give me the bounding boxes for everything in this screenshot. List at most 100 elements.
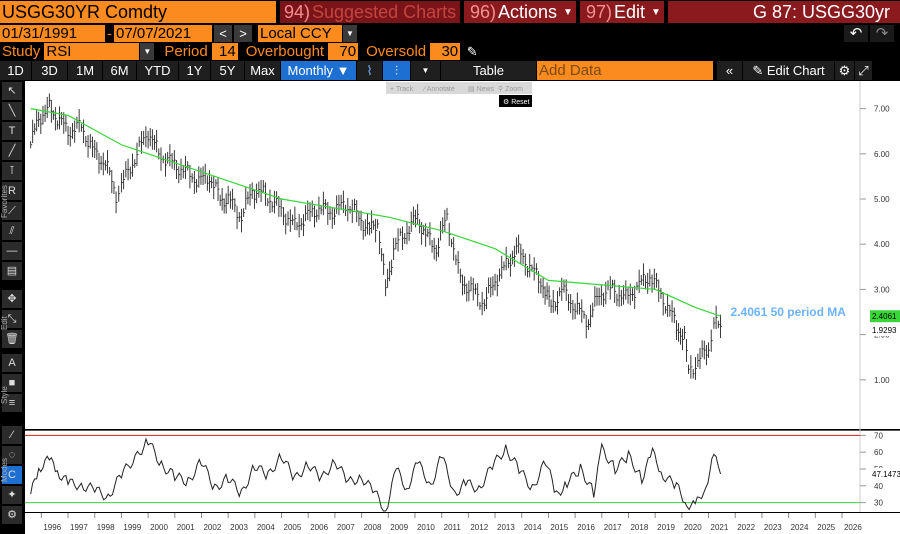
chart-area[interactable]: + Track ⁄ Annotate ▤ News ⚲ Zoom ⚙ Reset… (24, 80, 900, 534)
rsi-axis-label: 40 (874, 482, 883, 491)
color-mode-icon[interactable]: ✦ (2, 486, 22, 504)
edit-chart-button[interactable]: ✎ Edit Chart (743, 61, 835, 80)
range-1y-button[interactable]: 1Y (179, 61, 211, 80)
redo-button[interactable]: ↷ (870, 25, 894, 42)
tag-tool-icon[interactable]: ⊺ (2, 162, 22, 180)
suggested-charts-label: Suggested Charts (312, 2, 457, 22)
news-button[interactable]: ▤ News (468, 86, 495, 93)
prev-period-button[interactable]: < (214, 25, 232, 42)
x-axis-label: 2023 (764, 523, 782, 532)
line-tool-icon[interactable]: ╲ (2, 102, 22, 120)
edit-menu[interactable]: 97) Edit ▼ (580, 1, 664, 23)
price-axis-label: 7.00 (874, 105, 890, 114)
font-style-icon[interactable]: A (2, 354, 22, 372)
x-axis-label: 2021 (711, 523, 729, 532)
edit-number: 97) (586, 2, 613, 22)
overbought-label: Overbought (245, 43, 325, 60)
x-axis-label: 2016 (577, 523, 595, 532)
x-axis-label: 2018 (630, 523, 648, 532)
pencil-icon[interactable]: ✎ (466, 44, 478, 59)
range-ytd-button[interactable]: YTD (137, 61, 179, 80)
expand-icon[interactable]: ⤢ (855, 61, 873, 80)
price-panel[interactable] (25, 81, 900, 429)
x-axis-label: 2010 (417, 523, 435, 532)
start-date-input[interactable]: 01/31/1991 (0, 25, 105, 42)
reset-button[interactable]: ⚙ Reset (503, 98, 530, 106)
line-style-icon[interactable]: ≡ (2, 394, 22, 412)
edit-label: Edit (614, 2, 646, 22)
suggested-charts-menu[interactable]: 94) Suggested Charts (280, 1, 460, 23)
horizontal-line-icon[interactable]: — (2, 242, 22, 260)
frequency-select[interactable]: Monthly ▼ (281, 61, 357, 80)
range-5y-button[interactable]: 5Y (211, 61, 245, 80)
range-1m-button[interactable]: 1M (68, 61, 103, 80)
cycle-mode-icon[interactable]: C (2, 466, 22, 484)
currency-select[interactable]: Local CCY (258, 25, 342, 42)
end-date-input[interactable]: 07/07/2021 (114, 25, 212, 42)
rsi-last-value-tag-bg (870, 468, 900, 481)
x-axis-label: 2017 (604, 523, 622, 532)
gear-icon[interactable]: ⚙ (835, 61, 855, 80)
channel-tool-icon[interactable]: ▤ (2, 262, 22, 280)
line-chart-icon[interactable]: ⌇ (357, 61, 383, 80)
header-bar: USGG30YR Comdty 94) Suggested Charts 96) A… (0, 0, 900, 24)
price-axis-label: 6.00 (874, 150, 890, 159)
bar-chart-icon[interactable]: ⫶ (383, 61, 411, 80)
rsi-last-value-tag: 47.1473 (872, 470, 900, 479)
compare-mode-icon[interactable]: ◌ (2, 446, 22, 464)
text-tool-icon[interactable]: T (2, 122, 22, 140)
trend-tool-icon[interactable]: ╱ (2, 142, 22, 160)
fan-tool-icon[interactable]: ⫽ (2, 222, 22, 240)
fill-color-icon[interactable]: ■ (2, 374, 22, 392)
retrace-tool-icon[interactable]: R (2, 182, 22, 200)
chevron-down-icon: ▼ (336, 63, 350, 78)
x-axis-label: 2013 (497, 523, 515, 532)
ticker-field[interactable]: USGG30YR Comdty (0, 1, 276, 23)
edit-section-label: Edit (0, 316, 9, 330)
cursor-icon[interactable]: ↖ (2, 82, 22, 100)
actions-menu[interactable]: 96) Actions ▼ (464, 1, 576, 23)
x-axis-label: 2007 (337, 523, 355, 532)
range-1d-button[interactable]: 1D (0, 61, 32, 80)
trash-icon[interactable]: 🗑 (2, 330, 22, 348)
study-select[interactable]: RSI (44, 43, 140, 60)
range-6m-button[interactable]: 6M (103, 61, 137, 80)
ray-tool-icon[interactable]: ⟋ (2, 202, 22, 220)
range-3d-button[interactable]: 3D (32, 61, 68, 80)
oversold-label: Oversold (366, 43, 427, 60)
panel-divider[interactable] (25, 430, 900, 431)
x-axis-label: 2006 (310, 523, 328, 532)
settings-mode-icon[interactable]: ⚙ (2, 506, 22, 524)
rsi-panel[interactable] (25, 431, 900, 512)
currency-dropdown-icon[interactable]: ▼ (343, 25, 357, 42)
range-max-button[interactable]: Max (245, 61, 281, 80)
price-last-value-tag-bg (870, 324, 900, 337)
period-input[interactable]: 14 (211, 43, 238, 60)
study-dropdown-icon[interactable]: ▼ (140, 43, 155, 60)
ma-last-value-tag-bg (870, 310, 900, 323)
move-icon[interactable]: ✥ (2, 290, 22, 308)
chart-type-dropdown-icon[interactable]: ▼ (411, 61, 441, 80)
add-data-input[interactable]: Add Data (537, 61, 713, 80)
collapse-left-icon[interactable]: « (717, 61, 743, 80)
table-button[interactable]: Table (441, 61, 537, 80)
crosshair-mode-icon[interactable]: ⁄ (2, 426, 22, 444)
x-axis-label: 2012 (470, 523, 488, 532)
overbought-input[interactable]: 70 (328, 43, 359, 60)
chart-toolbar: 1D 3D 1M 6M YTD 1Y 5Y Max Monthly ▼ ⌇ ⫶ … (0, 61, 900, 80)
track-button[interactable]: + Track (390, 86, 414, 93)
frequency-label: Monthly (287, 63, 334, 78)
chart-subtoolbar: + Track ⁄ Annotate ▤ News ⚲ Zoom ⚙ Reset (386, 82, 532, 107)
x-axis-label: 2025 (817, 523, 835, 532)
select-icon[interactable]: ⤡ (2, 310, 22, 328)
period-label: Period (164, 43, 208, 60)
date-separator: - (107, 25, 112, 41)
study-label: Study (2, 43, 41, 60)
oversold-input[interactable]: 30 (430, 43, 461, 60)
annotate-button[interactable]: ⁄ Annotate (422, 86, 455, 93)
zoom-button[interactable]: ⚲ Zoom (498, 85, 523, 93)
x-axis-panel (25, 513, 900, 534)
undo-button[interactable]: ↶ (844, 25, 868, 42)
actions-number: 96) (470, 2, 497, 22)
next-period-button[interactable]: > (234, 25, 252, 42)
